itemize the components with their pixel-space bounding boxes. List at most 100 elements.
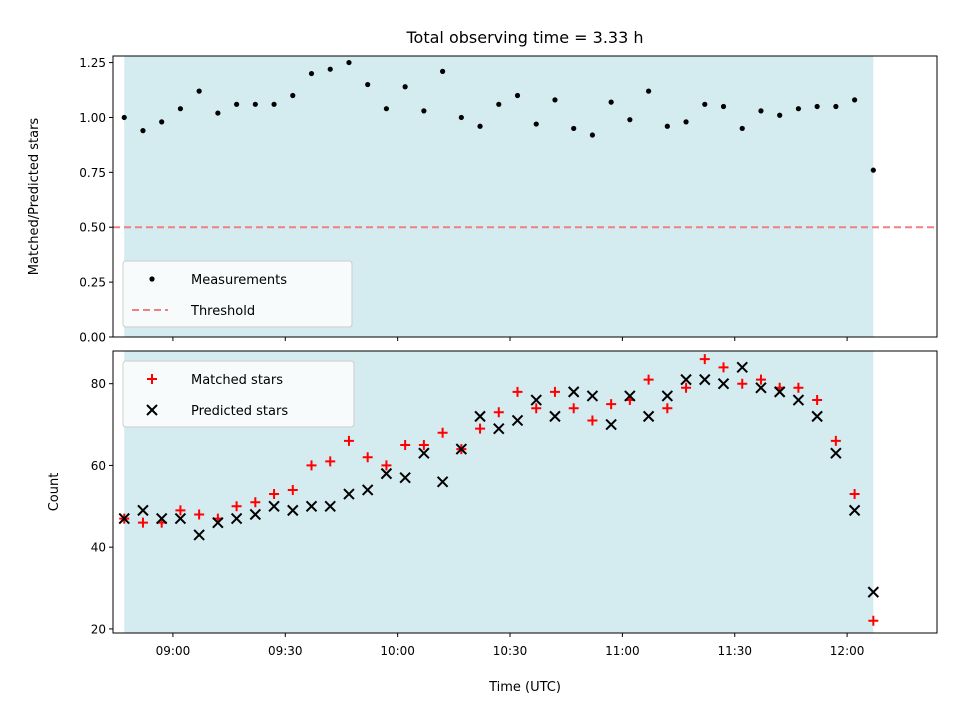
x-tick-label: 10:00 [380, 644, 415, 658]
legend-label: Predicted stars [191, 404, 288, 419]
measurement-point [627, 117, 633, 123]
measurement-point [308, 70, 315, 77]
matched-point [606, 399, 617, 410]
matched-point [699, 354, 710, 365]
matched-point [755, 374, 766, 385]
measurement-point [252, 101, 258, 107]
legend-marker [149, 276, 155, 282]
ratio-panel: 0.00 0.25 0.50 0.75 1.00 1.25 Matched/Predicte… [27, 55, 938, 345]
measurement-point [814, 103, 820, 110]
predicted-point [324, 500, 336, 513]
matched-point [269, 489, 280, 500]
matched-point [587, 415, 598, 426]
y-tick-label: 20 [91, 622, 106, 636]
predicted-point [792, 394, 805, 406]
matched-point [493, 407, 504, 418]
y-tick-label: 40 [91, 541, 106, 555]
matched-point [231, 501, 242, 512]
matched-point [737, 378, 748, 389]
matched-point [681, 382, 692, 393]
legend-marker [147, 374, 157, 384]
y-tick-label: 0.25 [79, 276, 106, 290]
measurement-point [290, 92, 296, 99]
measurement-point [234, 101, 240, 107]
predicted-point [174, 512, 187, 525]
measurement-point [496, 101, 502, 107]
measurement-point [833, 103, 839, 110]
predicted-point [680, 373, 692, 386]
y-axis-label: Count [47, 473, 62, 512]
x-tick-label: 09:00 [156, 644, 191, 658]
predicted-point [811, 410, 823, 423]
matched-point [830, 435, 841, 446]
matched-point [568, 403, 579, 414]
measurement-point [440, 68, 446, 74]
predicted-point [755, 382, 767, 394]
matched-point [362, 452, 373, 463]
matched-point [175, 505, 186, 516]
count-panel: 20 40 60 80 09:00 09:30 10:00 10:30 11:00 11:30 12… [47, 350, 938, 695]
legend: Matched stars Predicted stars [122, 360, 355, 428]
matched-point [306, 460, 317, 471]
matched-point [437, 427, 448, 438]
axes-frame [112, 350, 938, 634]
matched-point [512, 386, 523, 397]
measurement-point [458, 114, 464, 121]
y-axis-label: Matched/Predicted stars [27, 118, 42, 276]
legend-box [122, 360, 355, 428]
matched-point [531, 403, 542, 414]
measurement-point [383, 106, 390, 112]
legend-box [122, 260, 353, 328]
legend-marker [146, 404, 158, 416]
predicted-point [418, 447, 430, 459]
matched-point [868, 615, 879, 626]
x-tick-label: 12:00 [830, 644, 865, 658]
predicted-point [699, 373, 711, 386]
matched-point [475, 423, 486, 434]
measurement-point [720, 103, 727, 110]
y-tick-label: 1.25 [79, 56, 106, 70]
predicted-point [867, 586, 880, 598]
measurement-point [215, 110, 221, 116]
predicted-point [230, 512, 243, 525]
matched-point [849, 489, 860, 500]
matched-point [137, 517, 148, 528]
matched-point [662, 403, 673, 414]
matched-point [549, 386, 560, 397]
predicted-point [155, 512, 168, 525]
matched-point [250, 497, 261, 508]
matched-point [325, 456, 336, 467]
predicted-point [773, 386, 786, 398]
x-tick-label: 11:00 [605, 644, 640, 658]
y-tick-label: 0.75 [79, 166, 106, 180]
series-predicted-stars [118, 361, 880, 598]
predicted-point [361, 484, 374, 496]
measurement-point [852, 97, 858, 103]
matched-point [812, 395, 823, 406]
measurement-point [795, 106, 802, 112]
measurement-point [327, 66, 333, 72]
measurement-point [777, 112, 783, 118]
measurement-point [608, 99, 614, 105]
legend: Measurements Threshold [122, 260, 353, 328]
predicted-point [436, 476, 449, 488]
matched-point [643, 374, 654, 385]
measurement-point [402, 84, 408, 90]
predicted-point [549, 410, 561, 423]
predicted-point [717, 377, 730, 390]
y-tick-label: 80 [91, 377, 106, 391]
measurement-point [571, 125, 577, 132]
matched-point [400, 440, 411, 450]
legend-label: Measurements [191, 273, 287, 288]
predicted-point [343, 488, 355, 500]
predicted-point [268, 500, 280, 513]
x-tick-label: 10:30 [493, 644, 528, 658]
legend-label: Threshold [190, 304, 255, 319]
predicted-point [287, 504, 299, 517]
predicted-point [137, 504, 149, 517]
predicted-point [118, 512, 130, 525]
matched-point [793, 382, 804, 393]
measurement-point [346, 59, 352, 66]
predicted-point [380, 467, 393, 480]
